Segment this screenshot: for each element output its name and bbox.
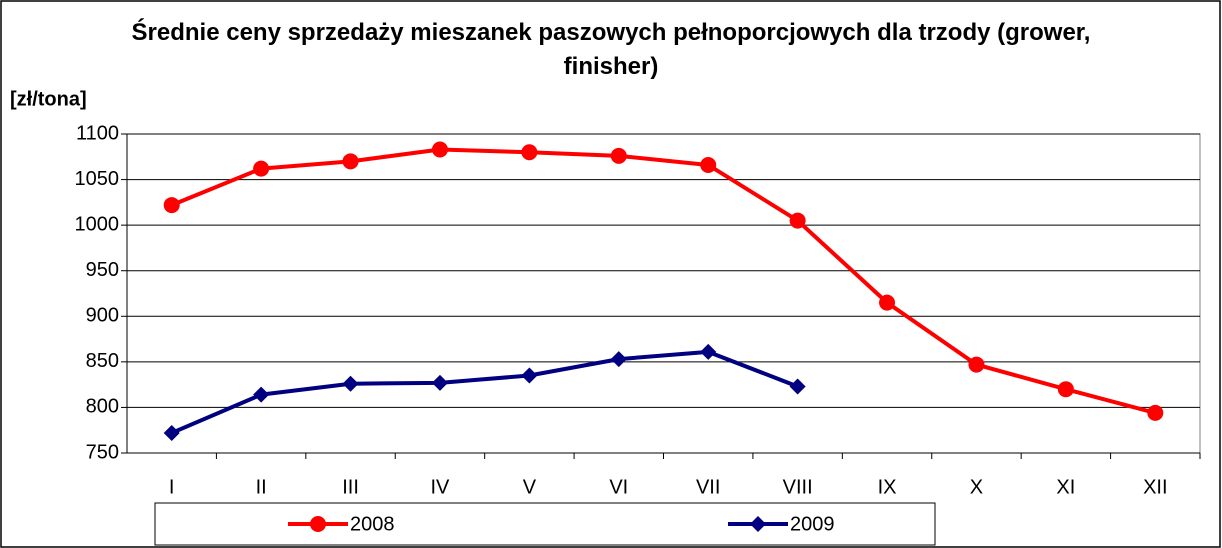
- legend-marker: [750, 516, 766, 532]
- x-tick-label: IV: [431, 476, 451, 498]
- data-point: [610, 147, 627, 164]
- data-point: [879, 294, 896, 311]
- data-point: [610, 351, 627, 368]
- y-tick-label: 750: [86, 441, 119, 463]
- legend-box: [154, 502, 936, 546]
- data-point: [521, 144, 538, 161]
- data-point: [1057, 381, 1074, 398]
- y-tick-label: 950: [86, 259, 119, 281]
- data-point: [253, 160, 270, 177]
- series-line: [170, 147, 1156, 415]
- y-tick-label: 850: [86, 350, 119, 372]
- y-axis-label: [zł/tona]: [10, 88, 87, 110]
- y-tick-label: 900: [86, 305, 119, 327]
- data-point: [968, 356, 985, 373]
- x-tick-label: VI: [609, 476, 628, 498]
- x-tick-label: VIII: [783, 476, 813, 498]
- y-tick-label: 1000: [75, 213, 120, 235]
- data-point: [1147, 404, 1164, 421]
- data-point: [789, 378, 806, 395]
- data-point: [521, 367, 538, 384]
- legend-label: 2009: [790, 513, 835, 535]
- x-tick-label: IX: [878, 476, 897, 498]
- data-point: [163, 197, 180, 214]
- chart-title: Średnie ceny sprzedaży mieszanek paszowy…: [131, 19, 1091, 80]
- y-tick-label: 1100: [76, 122, 119, 144]
- data-point: [163, 424, 180, 441]
- data-point: [253, 386, 270, 403]
- plot-area: [126, 133, 1201, 454]
- data-point: [342, 375, 359, 392]
- x-tick-label: III: [342, 476, 359, 498]
- data-point: [431, 374, 448, 391]
- x-tick-label: V: [523, 476, 537, 498]
- y-tick-label: 800: [86, 396, 119, 418]
- data-point: [789, 212, 806, 229]
- series-line: [170, 349, 799, 435]
- data-point: [700, 343, 717, 360]
- data-point: [342, 153, 359, 170]
- data-point: [700, 156, 717, 173]
- legend-label: 2008: [350, 513, 395, 535]
- data-point: [431, 141, 448, 158]
- x-tick-label: XI: [1056, 476, 1075, 498]
- x-tick-label: XII: [1143, 476, 1167, 498]
- y-tick-label: 1050: [75, 168, 120, 190]
- legend-marker: [310, 516, 326, 532]
- x-tick-label: II: [256, 476, 267, 498]
- x-tick-label: I: [169, 476, 175, 498]
- x-tick-label: X: [970, 476, 983, 498]
- x-tick-label: VII: [696, 476, 720, 498]
